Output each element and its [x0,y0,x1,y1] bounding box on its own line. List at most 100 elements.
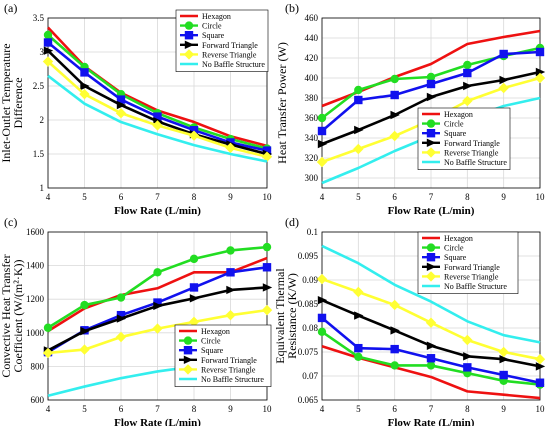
data-point [462,334,473,346]
legend-swatch-marker [183,346,193,355]
x-tick-label: 4 [46,404,51,414]
data-point [116,293,126,302]
x-tick-label: 7 [155,404,160,414]
data-point [262,283,273,292]
legend-swatch-marker [426,253,436,262]
data-point [463,81,473,91]
legend-item-no-baffle-structure: No Baffle Structure [180,60,265,69]
legend-label: Forward Triangle [201,356,257,365]
legend-label: Reverse Triangle [201,365,256,374]
legend-item-no-baffle-structure: No Baffle Structure [422,282,507,291]
series-no-baffle-structure [47,74,268,163]
legend-item-forward-triangle: Forward Triangle [179,355,257,365]
legend-label: No Baffle Structure [444,282,507,291]
y-tick-label: 0.095 [298,251,319,261]
x-axis-label: Flow Rate (L/min) [114,417,201,426]
data-point [225,309,236,321]
legend-box [174,324,272,387]
legend-swatch-marker [183,336,193,345]
plot-frame [47,231,268,401]
data-point [390,361,399,370]
x-tick-label: 10 [536,404,546,414]
y-tick-label: 0.085 [298,299,319,309]
legend-item-hexagon: Hexagon [179,327,230,336]
panel-label: (b) [285,1,299,15]
data-point [463,68,472,78]
legend-label: Forward Triangle [444,139,500,148]
data-point [426,92,437,102]
y-axis-label: Heat Transfer Power (W) [275,42,289,164]
series-square [317,313,545,387]
x-tick-label: 4 [320,192,325,202]
legend-item-forward-triangle: Forward Triangle [422,262,500,272]
data-point [354,343,363,353]
y-tick-label: 0.075 [298,347,319,357]
data-point [262,146,272,155]
panel-label: (a) [4,1,17,15]
data-point [498,82,509,94]
legend-item-reverse-triangle: Reverse Triangle [422,271,499,282]
data-point [153,112,162,121]
data-point [226,268,235,277]
data-point [354,352,363,361]
y-tick-label: 380 [305,93,319,103]
data-point [389,130,400,142]
data-point [42,347,54,359]
chart-panel-1: 1 1.5 2 2.5 3 3.5 4 5 6 7 8 9 10 Flow Rate (L/min) Inl… [0,1,273,217]
x-tick-label: 6 [119,192,124,202]
data-point [426,354,436,363]
data-point [535,67,546,77]
legend-label: Hexagon [444,234,473,243]
legend-item-no-baffle-structure: No Baffle Structure [422,158,507,167]
data-point [261,151,273,162]
legend-swatch-marker [426,119,436,128]
x-axis-label: Flow Rate (L/min) [388,205,475,217]
data-point [499,75,509,85]
series-reverse-triangle [316,273,546,365]
legend-box [417,231,519,294]
y-tick-label: 800 [31,361,45,371]
data-point [153,268,162,277]
data-point [116,310,126,320]
legend-swatch-marker [184,31,194,40]
legend-item-reverse-triangle: Reverse Triangle [179,364,256,375]
y-tick-label: 1 [40,183,45,193]
legend-label: Reverse Triangle [444,148,499,157]
x-tick-label: 6 [392,404,397,414]
y-tick-label: 400 [305,73,319,83]
panel-label: (d) [285,215,299,229]
y-tick-label: 3 [40,47,45,57]
legend-item-no-baffle-structure: No Baffle Structure [179,375,264,384]
x-tick-label: 7 [429,192,434,202]
x-tick-label: 8 [192,192,197,202]
legend-item-forward-triangle: Forward Triangle [422,138,500,148]
data-point [189,283,199,292]
data-point [534,354,546,365]
y-tick-label: 600 [31,395,45,405]
x-tick-label: 9 [501,404,506,414]
data-point [463,363,472,372]
data-point [317,139,328,149]
legend-item-circle: Circle [180,21,222,31]
x-tick-label: 4 [46,192,51,202]
x-axis-label: Flow Rate (L/min) [388,417,475,426]
x-tick-label: 5 [356,404,361,414]
legend-label: Circle [444,244,464,253]
x-tick-label: 7 [429,404,434,414]
data-point [116,100,127,110]
legend-label: Forward Triangle [202,41,258,50]
legend-label: Square [444,129,467,138]
y-tick-label: 420 [305,53,319,63]
data-point [43,30,53,40]
data-point [390,110,400,120]
data-point [152,323,163,334]
data-point [43,323,53,332]
data-point [316,273,328,285]
panel-label: (c) [4,215,17,229]
data-point [152,120,163,131]
data-point [42,56,54,67]
plot-frame [47,17,268,189]
data-point [116,314,127,323]
legend-item-square: Square [180,31,225,40]
